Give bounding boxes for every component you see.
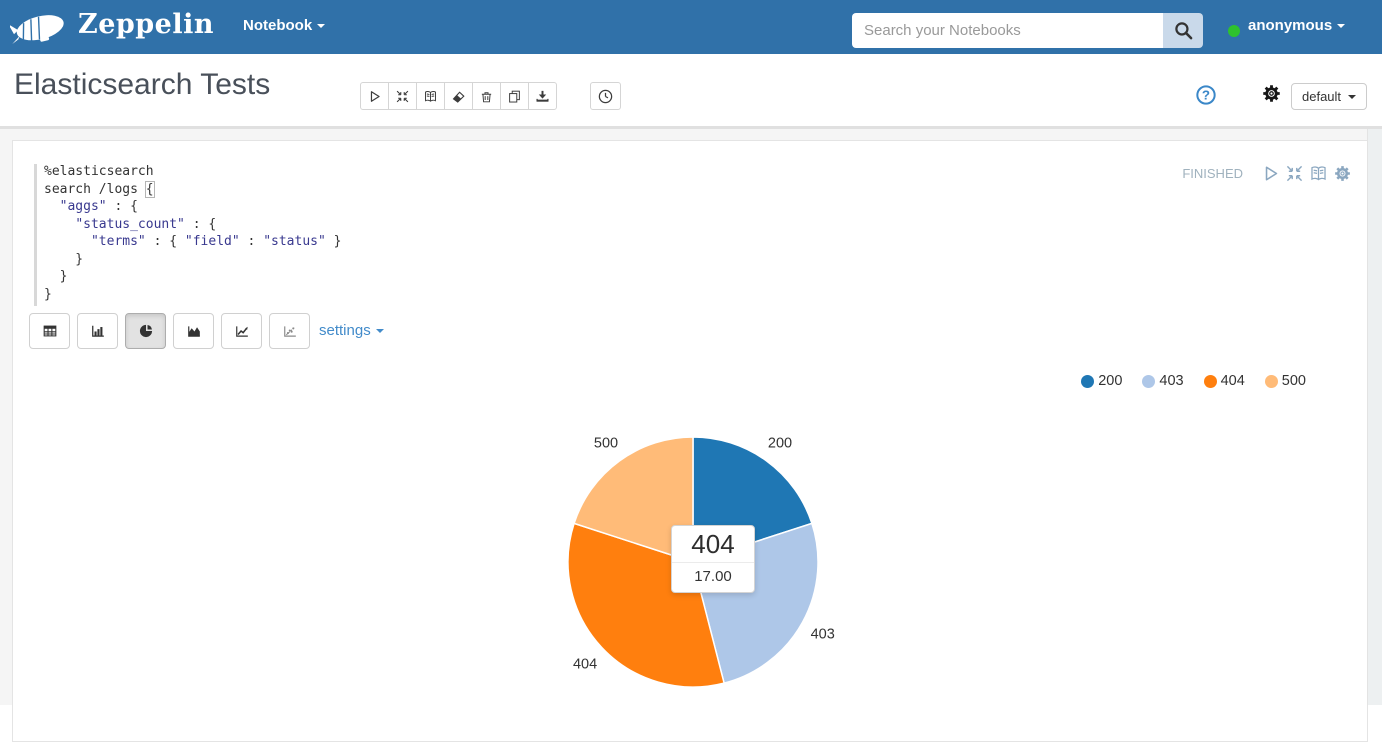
note-play-button[interactable] (360, 82, 389, 110)
paragraph-card: %elasticsearch search /logs { "aggs" : { … (12, 140, 1368, 742)
caret-down-icon (317, 24, 326, 29)
scatter-chart-icon (283, 324, 297, 338)
brand-title[interactable]: Zeppelin (78, 9, 214, 40)
status-badge: FINISHED (1182, 166, 1243, 181)
compress-icon (396, 90, 409, 103)
pie-slice-label: 500 (594, 435, 618, 451)
code-line: search /logs { (44, 180, 155, 198)
pie-slice-500[interactable] (573, 436, 694, 564)
note-copy-button[interactable] (500, 82, 529, 110)
legend-dot-icon (1203, 374, 1217, 388)
code-line: } (44, 286, 52, 302)
interpreter-label: default (1302, 89, 1342, 104)
search-input[interactable] (852, 13, 1163, 48)
help-button[interactable]: ? (1196, 85, 1216, 105)
book-icon (424, 90, 437, 103)
paragraph-compress-icon[interactable] (1286, 165, 1303, 182)
note-toolbar (360, 82, 557, 110)
editor-gutter (34, 164, 37, 306)
chart-tab-table[interactable] (29, 313, 70, 349)
pie-slice-label: 404 (573, 656, 597, 672)
play-icon (368, 90, 381, 103)
code-line: "status_count" : { (75, 216, 217, 232)
pie-chart-icon (139, 324, 153, 338)
line-chart-icon (235, 324, 249, 338)
note-download-button[interactable] (528, 82, 557, 110)
search-icon (1174, 21, 1193, 40)
legend-label: 500 (1281, 373, 1306, 389)
code-line: } (44, 251, 84, 267)
note-header: Elasticsearch Tests ? default (0, 54, 1382, 129)
svg-text:?: ? (1202, 88, 1210, 103)
copy-icon (508, 90, 521, 103)
pie-slice-label: 403 (811, 626, 835, 642)
chart-tab-scatter[interactable] (269, 313, 310, 349)
tooltip-label: 404 (672, 526, 754, 563)
caret-down-icon (1348, 94, 1357, 99)
note-settings-button[interactable] (1262, 84, 1281, 103)
legend-label: 403 (1159, 373, 1184, 389)
legend-dot-icon (1081, 374, 1095, 388)
paragraph-controls: FINISHED (1182, 165, 1351, 182)
clock-icon (598, 89, 613, 104)
chart-type-toolbar (29, 313, 310, 349)
legend-item-500[interactable]: 500 (1264, 373, 1306, 389)
legend-item-200[interactable]: 200 (1081, 373, 1122, 389)
page-scrollbar[interactable] (1367, 129, 1382, 705)
top-navbar: Zeppelin Notebook anonymous (0, 0, 1382, 54)
chart-tab-bar[interactable] (77, 313, 118, 349)
trash-icon (480, 90, 493, 103)
notebook-search (852, 13, 1203, 48)
caret-down-icon (375, 329, 384, 334)
paragraph-gear-icon[interactable] (1334, 165, 1351, 182)
note-body: %elasticsearch search /logs { "aggs" : { … (0, 129, 1382, 742)
code-line: } (44, 269, 68, 284)
chart-legend: 200 403 404 500 (1081, 373, 1306, 389)
note-book-button[interactable] (416, 82, 445, 110)
legend-item-404[interactable]: 404 (1203, 373, 1245, 389)
paragraph-book-icon[interactable] (1310, 165, 1327, 182)
code-line: %elasticsearch (44, 164, 154, 179)
tooltip-value: 17.00 (694, 568, 732, 585)
zeppelin-logo-icon[interactable] (10, 7, 68, 47)
paragraph-play-icon[interactable] (1262, 165, 1279, 182)
note-trash-button[interactable] (472, 82, 501, 110)
legend-item-403[interactable]: 403 (1142, 373, 1184, 389)
legend-label: 404 (1220, 373, 1245, 389)
area-chart-icon (187, 324, 201, 338)
code-line: "aggs" : { (59, 199, 138, 214)
chart-tab-pie[interactable] (125, 313, 166, 349)
chart-tooltip: 404 17.00 (671, 525, 755, 593)
bar-chart-icon (91, 324, 105, 338)
legend-dot-icon (1142, 374, 1156, 388)
chart-tab-area[interactable] (173, 313, 214, 349)
scheduler-button[interactable] (590, 82, 621, 110)
code-line: "terms" : { "field" : "status" } (90, 234, 342, 249)
interpreter-binding-button[interactable]: default (1291, 83, 1368, 110)
pie-slice-label: 200 (768, 435, 792, 451)
caret-down-icon (1337, 24, 1346, 29)
chart-tab-line[interactable] (221, 313, 262, 349)
note-eraser-button[interactable] (444, 82, 473, 110)
note-title[interactable]: Elasticsearch Tests (14, 68, 271, 101)
legend-label: 200 (1098, 373, 1123, 389)
note-compress-button[interactable] (388, 82, 417, 110)
code-editor[interactable]: %elasticsearch search /logs { "aggs" : { … (44, 163, 341, 303)
search-button[interactable] (1163, 13, 1203, 48)
download-icon (536, 90, 549, 103)
eraser-icon (452, 90, 465, 103)
user-status-dot (1228, 25, 1240, 37)
legend-dot-icon (1264, 374, 1278, 388)
user-menu[interactable]: anonymous (1248, 17, 1346, 34)
notebook-menu[interactable]: Notebook (243, 17, 326, 34)
table-chart-icon (43, 324, 57, 338)
chart-settings-link[interactable]: settings (319, 322, 384, 339)
